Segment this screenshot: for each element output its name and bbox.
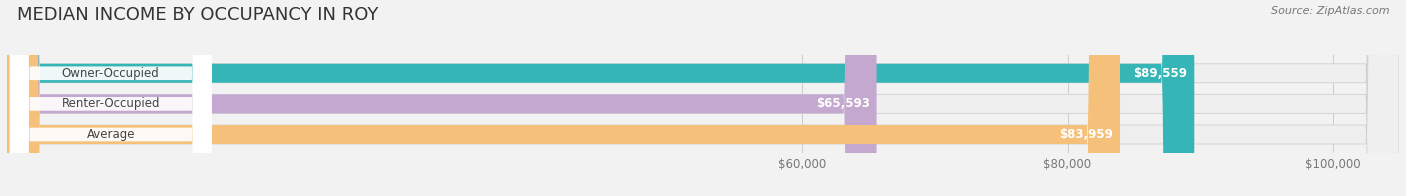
FancyBboxPatch shape [7, 0, 1121, 196]
FancyBboxPatch shape [10, 0, 212, 196]
Text: Renter-Occupied: Renter-Occupied [62, 97, 160, 110]
Text: MEDIAN INCOME BY OCCUPANCY IN ROY: MEDIAN INCOME BY OCCUPANCY IN ROY [17, 6, 378, 24]
Text: Owner-Occupied: Owner-Occupied [62, 67, 160, 80]
Text: $83,959: $83,959 [1059, 128, 1114, 141]
FancyBboxPatch shape [7, 0, 1194, 196]
FancyBboxPatch shape [7, 0, 1399, 196]
FancyBboxPatch shape [10, 0, 212, 196]
FancyBboxPatch shape [7, 0, 1399, 196]
Text: Average: Average [87, 128, 135, 141]
FancyBboxPatch shape [7, 0, 1399, 196]
FancyBboxPatch shape [10, 0, 212, 196]
Text: $89,559: $89,559 [1133, 67, 1187, 80]
Text: $65,593: $65,593 [815, 97, 869, 110]
FancyBboxPatch shape [7, 0, 876, 196]
Text: Source: ZipAtlas.com: Source: ZipAtlas.com [1271, 6, 1389, 16]
